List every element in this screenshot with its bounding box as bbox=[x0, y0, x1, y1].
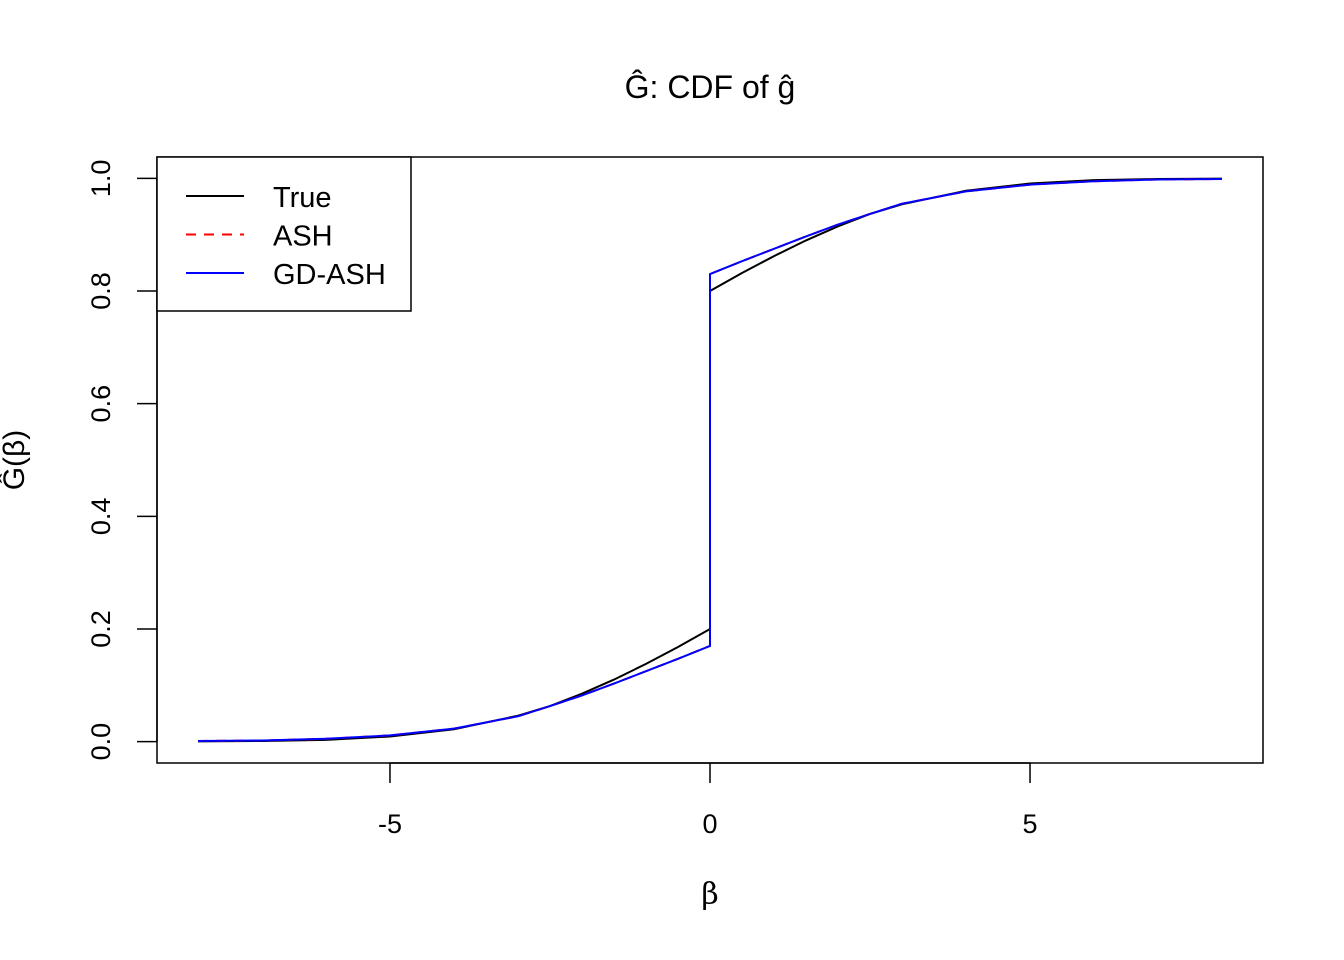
y-tick-label: 0.6 bbox=[86, 385, 116, 423]
y-tick-label: 0.4 bbox=[86, 498, 116, 536]
chart-title: Ĝ: CDF of ĝ bbox=[625, 69, 796, 105]
legend-box bbox=[156, 156, 412, 312]
series-lines bbox=[197, 177, 1223, 743]
y-axis-label: Ĝ(β) bbox=[0, 430, 31, 491]
x-axis-label: β bbox=[701, 877, 718, 912]
x-tick-label: 0 bbox=[702, 809, 717, 839]
y-tick-label: 1.0 bbox=[86, 160, 116, 198]
x-tick-label: 5 bbox=[1023, 809, 1038, 839]
series-line-gd-ash bbox=[197, 178, 1223, 742]
legend-label: ASH bbox=[273, 221, 333, 253]
legend-label: True bbox=[273, 182, 332, 214]
legend: True ASH GD-ASH bbox=[156, 156, 412, 312]
y-tick-label: 0.8 bbox=[86, 272, 116, 310]
y-tick-label: 0.0 bbox=[86, 723, 116, 761]
x-tick-label: -5 bbox=[378, 809, 402, 839]
x-axis: -5 0 5 bbox=[378, 762, 1038, 839]
y-axis: 0.0 0.2 0.4 0.6 0.8 1.0 bbox=[86, 160, 158, 761]
y-tick-label: 0.2 bbox=[86, 610, 116, 648]
legend-label: GD-ASH bbox=[273, 259, 386, 291]
